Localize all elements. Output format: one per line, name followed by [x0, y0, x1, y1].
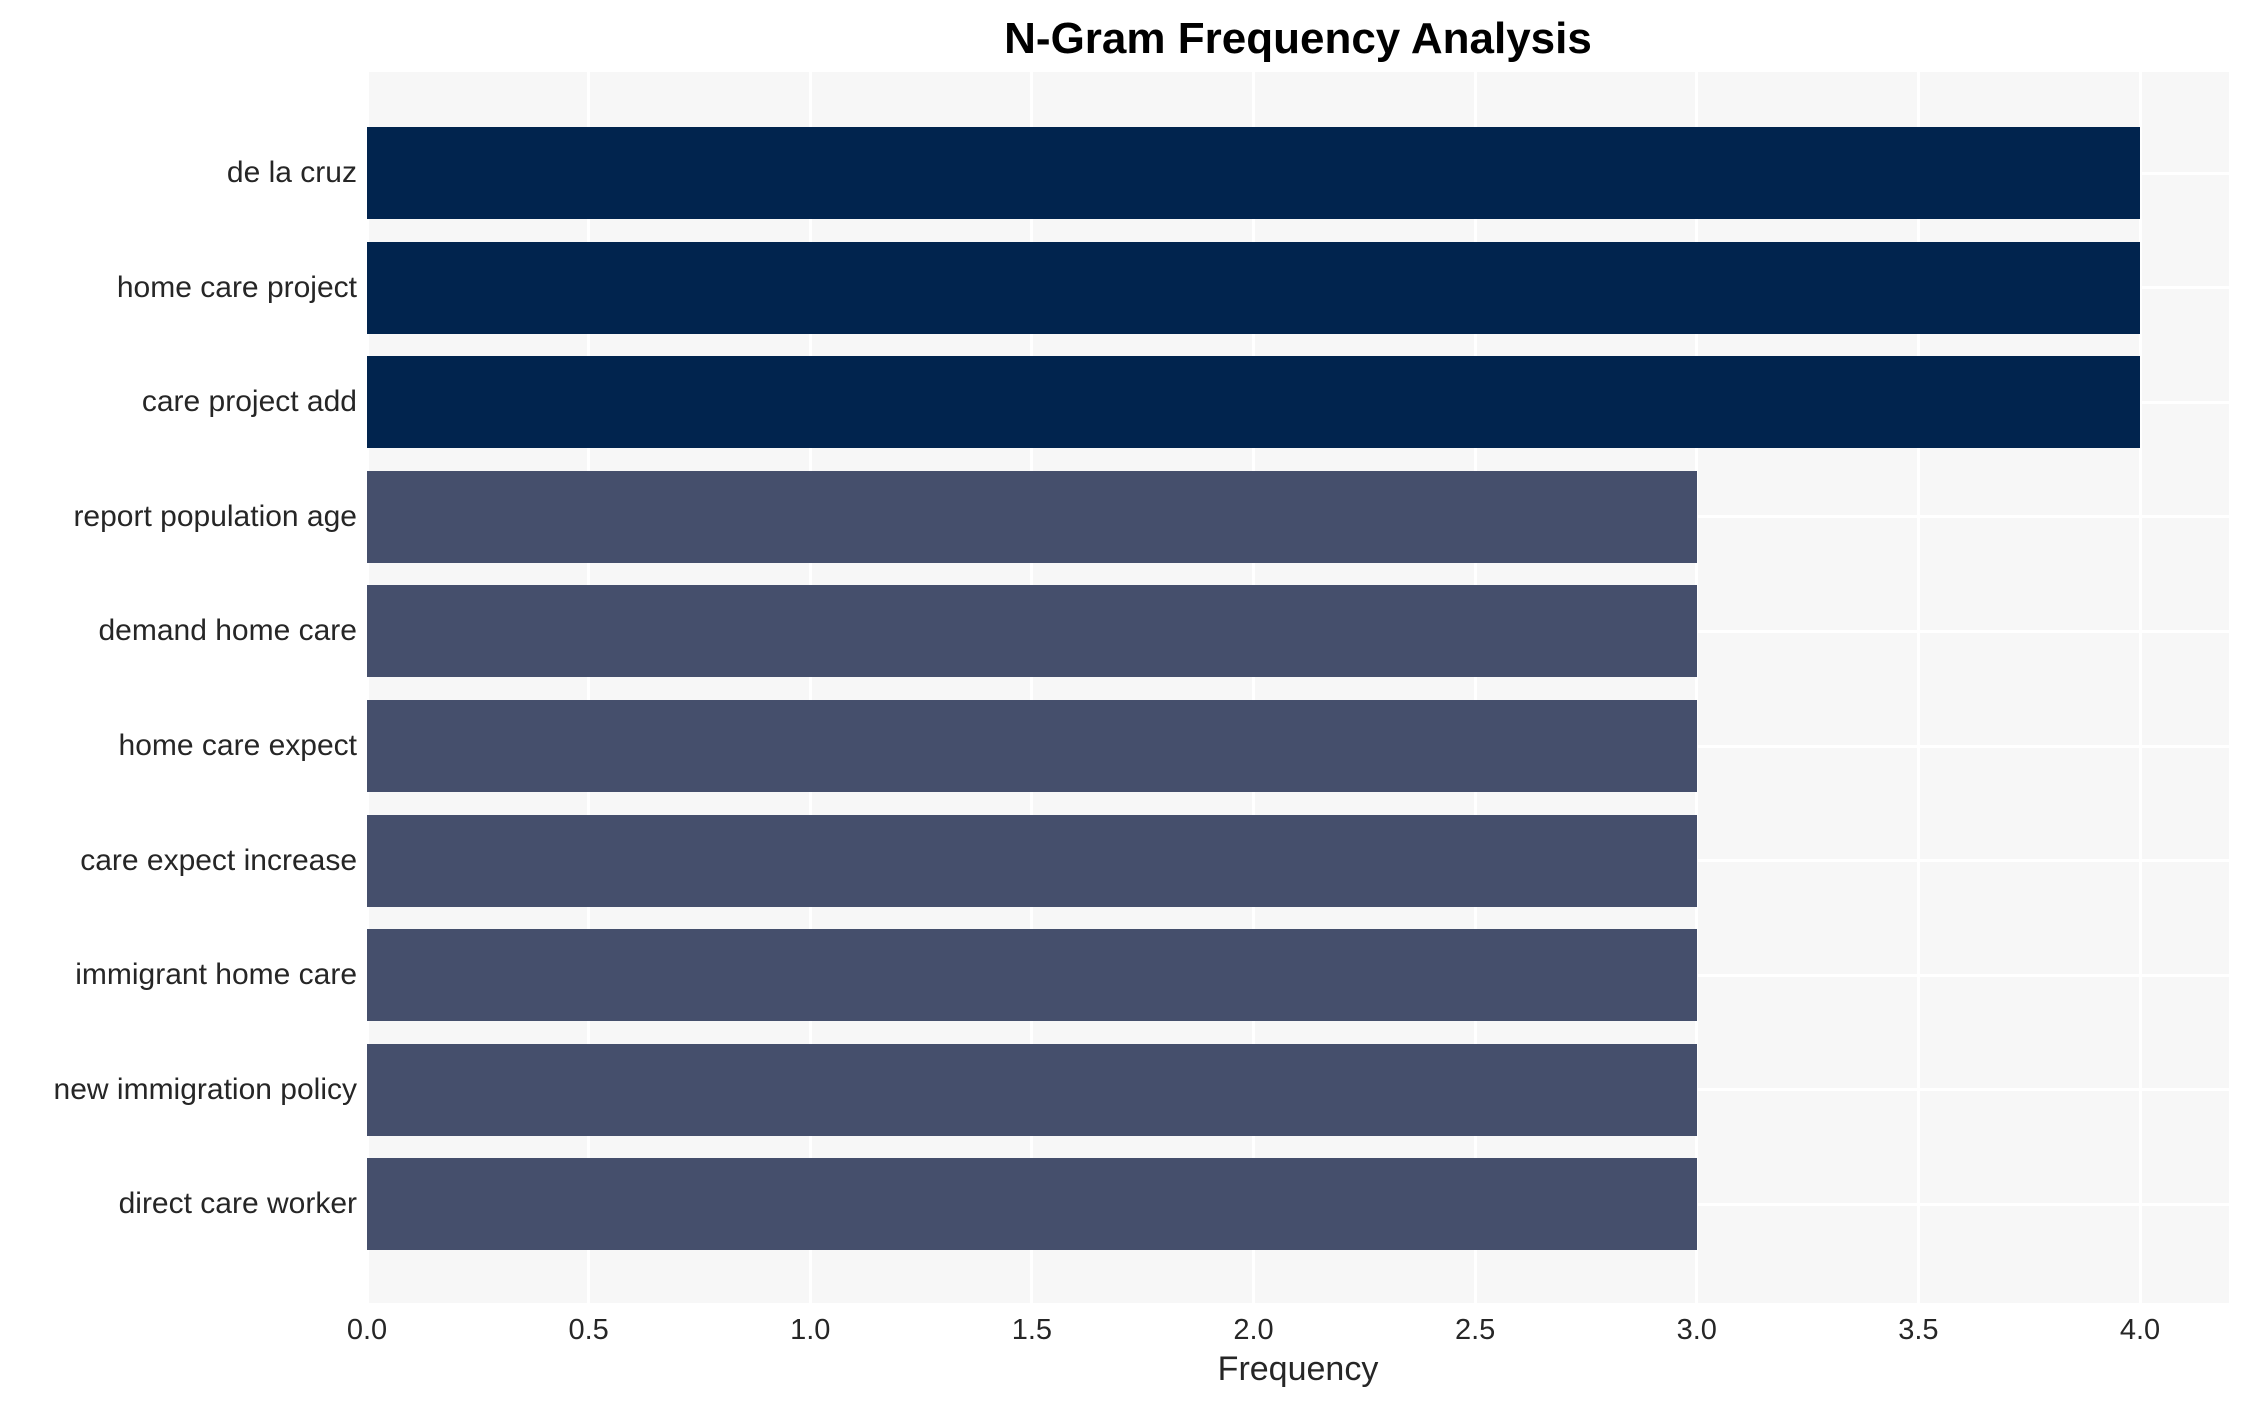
x-axis-label: Frequency	[1217, 1350, 1379, 1388]
category-label: care expect increase	[80, 843, 357, 877]
bar	[367, 241, 2140, 334]
vertical-gridline	[2138, 72, 2142, 1303]
bar	[367, 929, 1697, 1022]
x-tick-label: 4.0	[2119, 1314, 2161, 1346]
category-label: report population age	[73, 499, 357, 533]
chart-title: N-Gram Frequency Analysis	[1004, 14, 1592, 63]
bar	[367, 127, 2140, 219]
x-tick-label: 3.0	[1676, 1314, 1717, 1346]
vertical-gridline	[1473, 72, 1477, 1303]
category-label: home care project	[116, 270, 357, 304]
x-tick-label: 0.0	[346, 1314, 388, 1346]
bar	[367, 1158, 1697, 1251]
bar	[367, 585, 1697, 678]
category-label: immigrant home care	[75, 958, 357, 992]
bar	[367, 356, 2140, 449]
vertical-gridline	[808, 72, 812, 1303]
vertical-gridline	[1252, 72, 1255, 1303]
category-label: direct care worker	[118, 1187, 357, 1221]
x-tick-label: 2.0	[1233, 1314, 1274, 1346]
x-tick-label: 1.0	[790, 1314, 831, 1346]
bar	[367, 470, 1697, 563]
vertical-gridline	[1695, 72, 1699, 1303]
x-tick-label: 1.5	[1011, 1314, 1053, 1346]
bar	[367, 700, 1697, 792]
bar	[367, 814, 1697, 907]
vertical-gridline	[1916, 72, 1920, 1303]
x-tick-label: 2.5	[1454, 1314, 1496, 1346]
category-label: care project add	[141, 385, 357, 419]
category-label: de la cruz	[226, 156, 357, 189]
x-tick-label: 3.5	[1898, 1314, 1939, 1346]
plot-area	[365, 72, 2229, 1303]
vertical-gridline	[365, 72, 369, 1303]
category-label: new immigration policy	[53, 1072, 357, 1106]
x-tick-label: 0.5	[568, 1314, 609, 1346]
vertical-gridline	[1030, 72, 1034, 1303]
category-label: demand home care	[98, 614, 358, 648]
category-label: home care expect	[118, 729, 357, 762]
vertical-gridline	[587, 72, 591, 1303]
bar	[367, 1043, 1697, 1136]
